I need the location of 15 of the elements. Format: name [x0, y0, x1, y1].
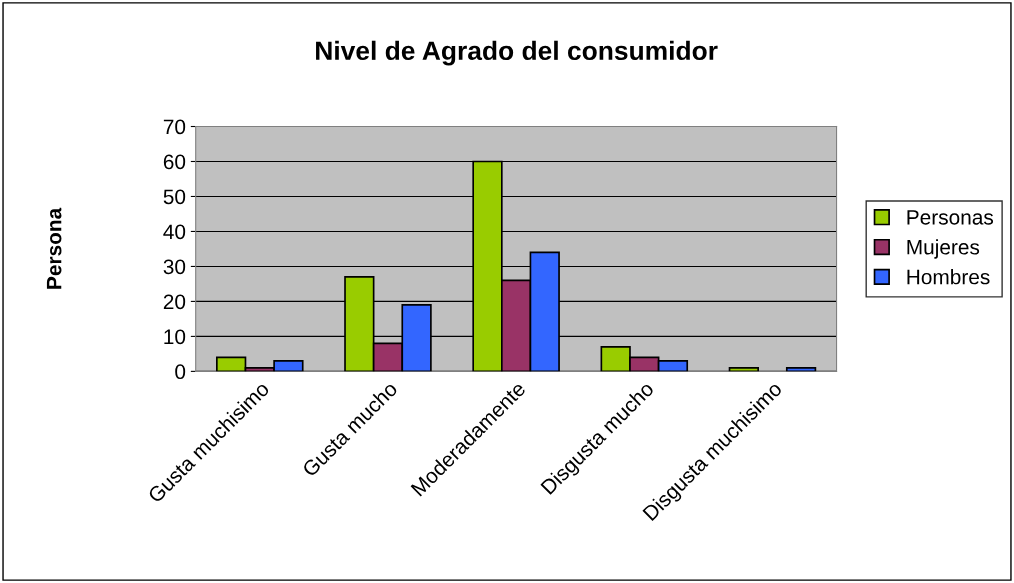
legend-label: Hombres: [907, 269, 990, 285]
y-tick-label: 10: [164, 329, 186, 345]
bar: [785, 367, 817, 372]
y-tick-label: 20: [163, 294, 186, 310]
y-tick-label: 0: [175, 364, 186, 380]
bar: [728, 367, 759, 372]
y-tick-label: 50: [163, 189, 186, 205]
y-tick-label: 60: [163, 154, 186, 170]
y-axis-title: Persona: [46, 207, 62, 289]
legend-label: Personas: [907, 210, 994, 225]
y-tick-label: 30: [163, 259, 186, 275]
legend-label: Mujeres: [907, 239, 980, 259]
y-tick-label: 70: [163, 119, 186, 135]
y-tick-label: 40: [163, 224, 186, 240]
chart-title: Nivel de Agrado del consumidor: [316, 40, 718, 66]
